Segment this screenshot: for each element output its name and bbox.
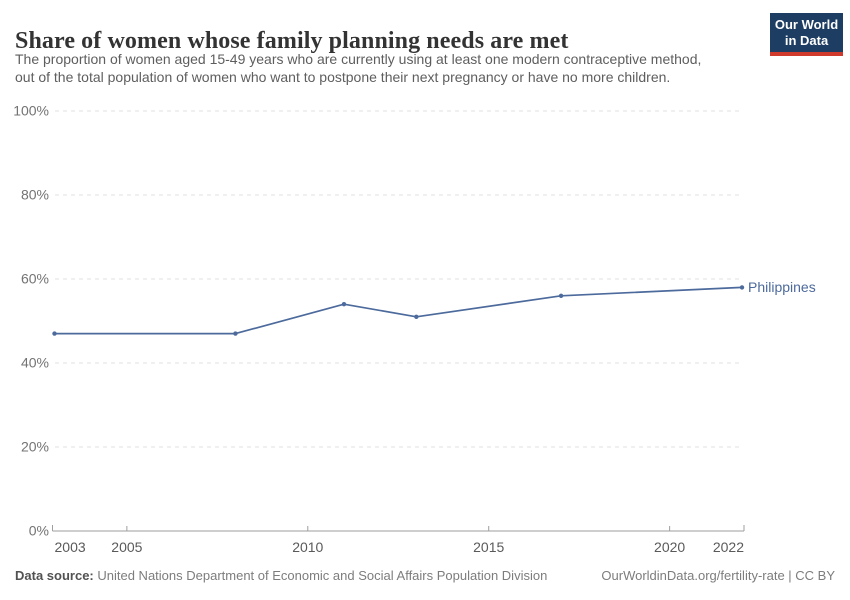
data-source: Data source: United Nations Department o…	[15, 568, 547, 583]
y-axis-tick-label: 60%	[21, 271, 49, 287]
owid-logo-line-1: Our World	[774, 16, 839, 32]
x-axis-tick-label: 2005	[111, 539, 142, 555]
y-axis-tick-label: 20%	[21, 439, 49, 455]
x-axis-tick-label: 2022	[713, 539, 744, 555]
owid-logo-line-2: in Data	[784, 32, 829, 48]
chart-footer: Data source: United Nations Department o…	[15, 568, 835, 583]
data-source-text: United Nations Department of Economic an…	[93, 568, 548, 583]
subtitle-line-2: out of the total population of women who…	[15, 69, 671, 85]
data-point[interactable]	[52, 331, 57, 336]
data-point[interactable]	[558, 293, 564, 298]
data-source-label: Data source:	[15, 568, 94, 583]
x-axis-tick-label: 2010	[292, 539, 323, 555]
data-point[interactable]	[739, 285, 745, 290]
y-axis-tick-label: 40%	[21, 355, 49, 371]
y-axis-tick-label: 0%	[29, 523, 49, 539]
x-axis-tick-label: 2020	[654, 539, 685, 555]
attribution-link[interactable]: OurWorldinData.org/fertility-rate | CC B…	[601, 568, 835, 583]
data-point[interactable]	[414, 314, 419, 319]
page-title: Share of women whose family planning nee…	[15, 28, 569, 55]
subtitle-line-1: The proportion of women aged 15-49 years…	[15, 51, 702, 67]
y-axis-tick-label: 80%	[21, 187, 49, 203]
entity-label[interactable]: Philippines	[748, 279, 816, 295]
x-axis-tick-label: 2003	[55, 539, 86, 555]
y-axis-tick-label: 100%	[13, 103, 49, 119]
series-line[interactable]	[54, 286, 743, 335]
owid-logo[interactable]: Our World in Data	[770, 13, 843, 56]
chart-subtitle: The proportion of women aged 15-49 years…	[15, 50, 760, 86]
data-point[interactable]	[233, 331, 238, 336]
data-point[interactable]	[341, 302, 347, 307]
x-axis-tick-label: 2015	[473, 539, 504, 555]
